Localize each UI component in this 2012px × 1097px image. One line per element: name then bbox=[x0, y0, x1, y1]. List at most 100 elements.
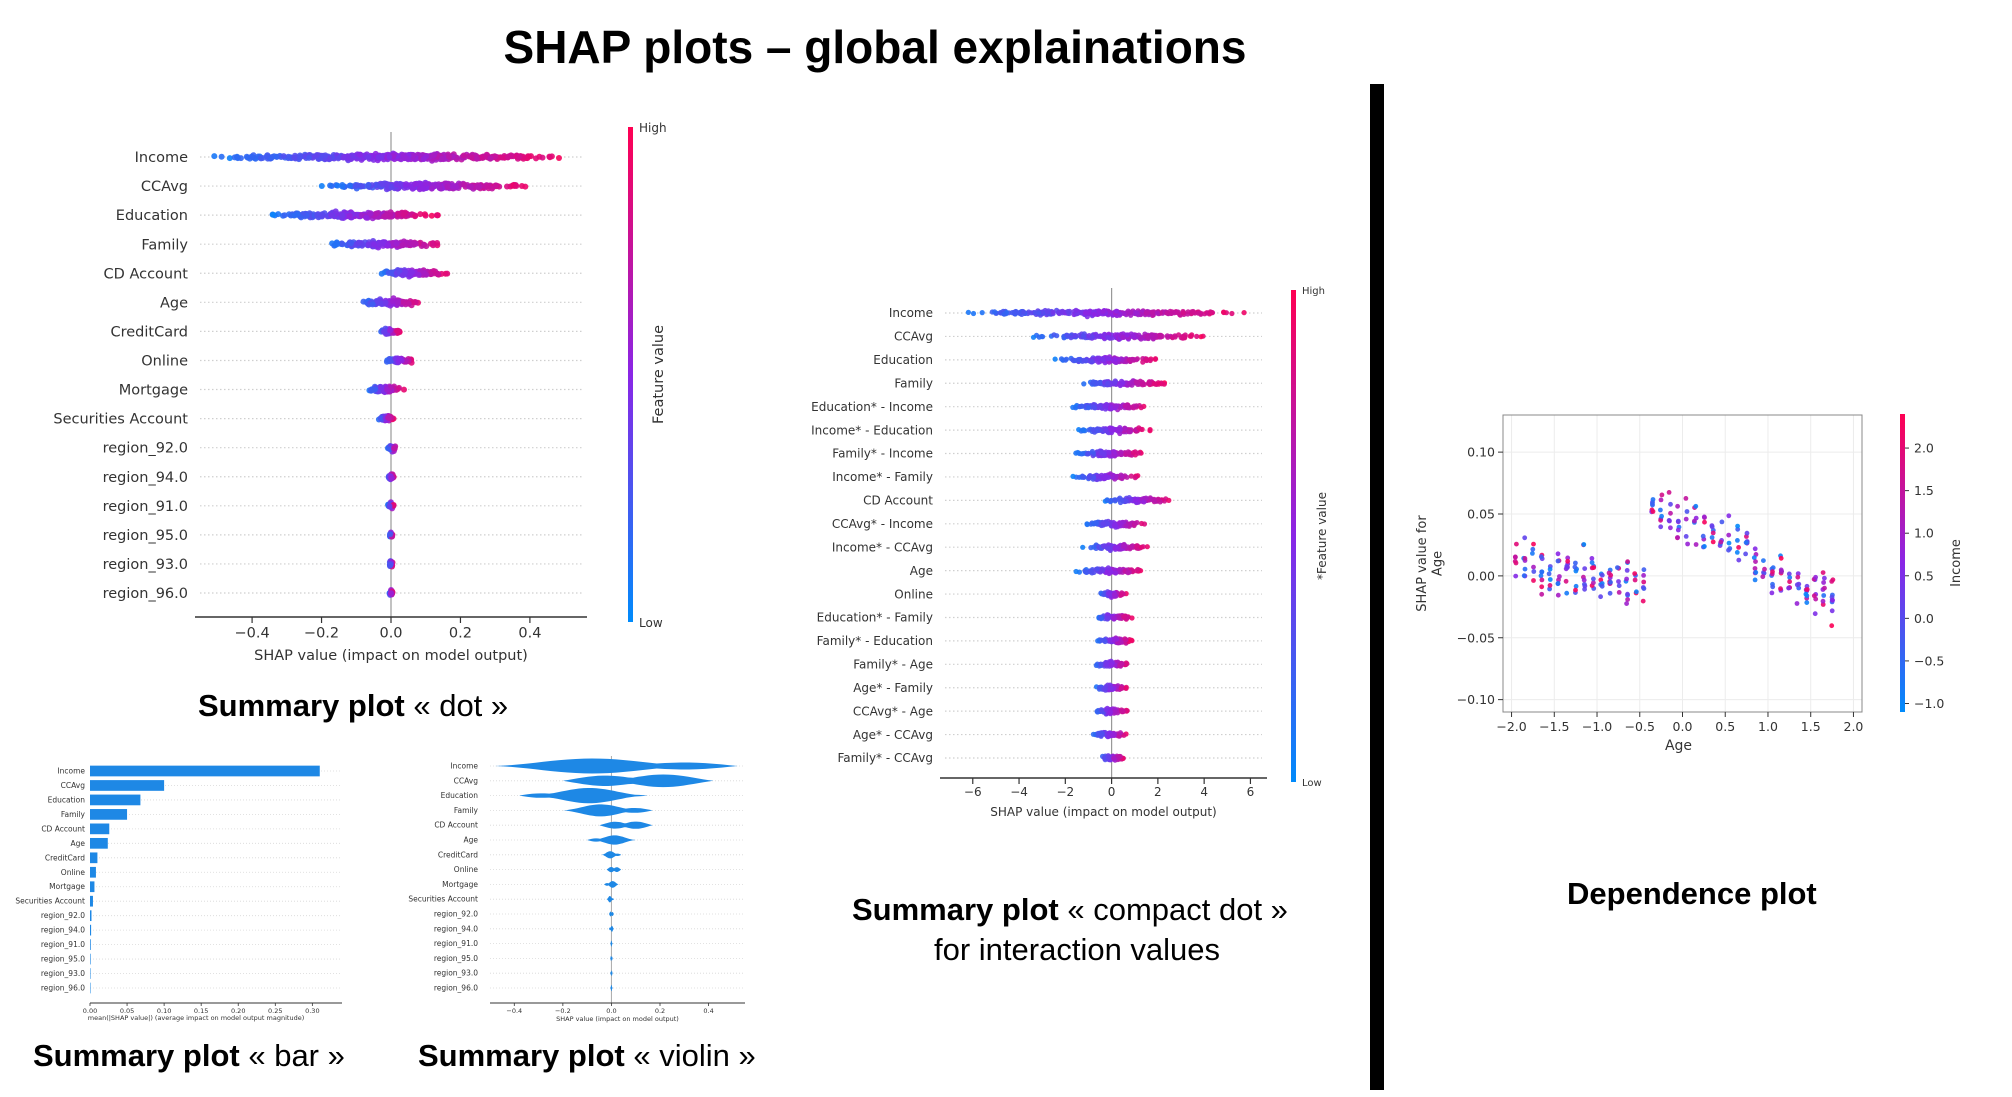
x-tick-label: 0.2 bbox=[655, 1007, 665, 1015]
dependence-point bbox=[1822, 585, 1827, 591]
shap-point bbox=[405, 300, 412, 307]
x-tick-label: −2 bbox=[1056, 785, 1074, 799]
violin-caption: Summary plot « violin » bbox=[418, 1038, 756, 1073]
violin-shape bbox=[610, 940, 613, 947]
shap-point bbox=[417, 211, 424, 218]
shap-point bbox=[346, 182, 353, 189]
shap-point bbox=[333, 240, 340, 247]
feature-label: Securities Account bbox=[408, 895, 478, 904]
dependence-point bbox=[1778, 555, 1784, 561]
violin-shape bbox=[610, 984, 613, 992]
dependence-point bbox=[1659, 513, 1664, 519]
dependence-caption: Dependence plot bbox=[1567, 876, 1817, 911]
dependence-point bbox=[1539, 577, 1545, 583]
shap-point bbox=[475, 184, 482, 191]
dependence-point bbox=[1734, 550, 1740, 555]
dependence-point bbox=[1563, 578, 1569, 584]
shap-point bbox=[328, 212, 335, 219]
shap-point bbox=[394, 298, 401, 305]
shap-point bbox=[382, 299, 389, 306]
shap-point bbox=[449, 183, 456, 190]
shap-point bbox=[393, 181, 400, 188]
shap-point bbox=[433, 212, 440, 219]
shap-point bbox=[400, 241, 406, 248]
x-axis-label: SHAP value (impact on model output) bbox=[556, 1015, 679, 1023]
feature-label: region_94.0 bbox=[103, 470, 188, 486]
dependence-point bbox=[1709, 524, 1715, 530]
dependence-point bbox=[1521, 573, 1527, 579]
shap-point bbox=[516, 153, 523, 160]
y-tick-label: 0.05 bbox=[1467, 507, 1495, 522]
y-axis-label-line: Age bbox=[1431, 551, 1446, 576]
colorbar-label: Income bbox=[1949, 539, 1964, 587]
dependence-point bbox=[1632, 577, 1638, 583]
dependence-point bbox=[1582, 581, 1587, 587]
dependence-point bbox=[1743, 551, 1748, 557]
shap-point bbox=[430, 152, 437, 159]
shap-point bbox=[375, 154, 382, 161]
shap-point bbox=[218, 153, 225, 160]
feature-label: region_96.0 bbox=[434, 984, 478, 993]
shap-point bbox=[546, 153, 553, 160]
dependence-point bbox=[1641, 579, 1647, 585]
colorbar-tick-label: 2.0 bbox=[1914, 441, 1934, 456]
shap-point bbox=[365, 154, 372, 160]
shap-point bbox=[363, 214, 370, 221]
dependence-point bbox=[1513, 573, 1519, 579]
shap-point bbox=[285, 153, 292, 160]
shap-point bbox=[339, 212, 346, 219]
violin-shape bbox=[610, 970, 613, 976]
shap-point bbox=[335, 155, 342, 162]
dependence-point bbox=[1744, 530, 1750, 536]
dependence-point bbox=[1599, 572, 1605, 578]
shap-point bbox=[269, 211, 276, 218]
y-axis-label: SHAP value forAge bbox=[1415, 515, 1446, 612]
shap-point bbox=[373, 210, 380, 217]
dependence-point bbox=[1685, 541, 1690, 547]
dependence-point bbox=[1607, 590, 1613, 596]
y-tick-label: −0.05 bbox=[1457, 630, 1495, 645]
feature-label: Mortgage bbox=[442, 880, 478, 889]
dependence-point bbox=[1760, 574, 1766, 580]
dependence-point bbox=[1589, 556, 1595, 561]
feature-label: region_95.0 bbox=[434, 954, 478, 963]
shap-point bbox=[386, 154, 393, 160]
shap-point bbox=[409, 269, 415, 276]
dependence-point bbox=[1702, 544, 1707, 549]
dependence-point bbox=[1599, 583, 1605, 589]
dependence-point bbox=[1538, 554, 1544, 560]
dependence-point bbox=[1658, 517, 1663, 523]
dependence-point bbox=[1531, 569, 1537, 574]
dependence-point bbox=[1513, 560, 1519, 566]
shap-point bbox=[314, 152, 320, 158]
dependence-point bbox=[1616, 590, 1622, 595]
y-tick-label: −0.10 bbox=[1457, 692, 1495, 707]
x-tick-label: 0.4 bbox=[703, 1007, 713, 1015]
shap-point bbox=[369, 301, 376, 308]
dependence-point bbox=[1531, 541, 1536, 547]
dependence-point bbox=[1787, 575, 1793, 580]
colorbar bbox=[1900, 414, 1905, 712]
feature-label: Education bbox=[116, 208, 188, 224]
dependence-point bbox=[1701, 514, 1707, 520]
x-axis-label: Age bbox=[1665, 738, 1692, 754]
dependence-point bbox=[1804, 600, 1810, 605]
shap-point bbox=[469, 154, 476, 161]
dependence-point bbox=[1829, 623, 1835, 629]
shap-point bbox=[428, 212, 435, 219]
dependence-point bbox=[1769, 590, 1775, 596]
shap-point bbox=[434, 271, 441, 278]
dependence-point bbox=[1666, 490, 1672, 495]
dependence-point bbox=[1658, 497, 1664, 503]
dependence-point bbox=[1804, 587, 1810, 592]
shap-point bbox=[400, 211, 407, 218]
dependence-point bbox=[1591, 576, 1596, 582]
violin-shape bbox=[587, 835, 636, 845]
dependence-point bbox=[1555, 558, 1561, 564]
shap-point bbox=[492, 182, 499, 189]
shap-point bbox=[367, 210, 374, 217]
dependence-point bbox=[1822, 575, 1827, 581]
dependence-point bbox=[1572, 564, 1578, 570]
feature-label: Age bbox=[160, 295, 188, 311]
dependence-point bbox=[1762, 566, 1767, 572]
